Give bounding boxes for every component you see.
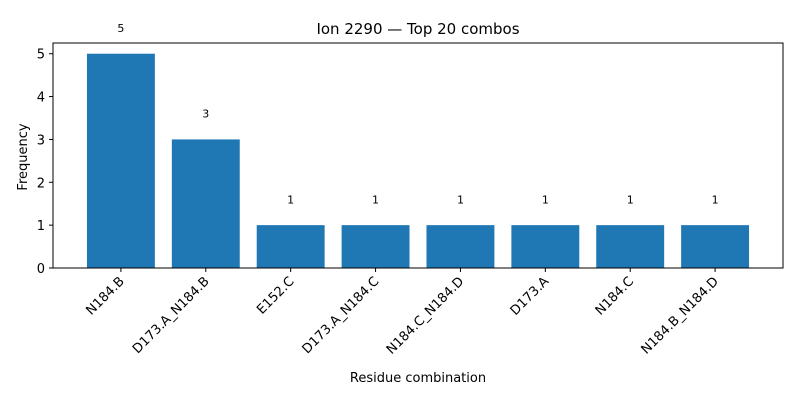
plot-frame [52,42,784,269]
y-axis: 0 1 2 3 4 5 [37,48,53,277]
data-label-5: 1 [542,193,549,206]
y-tick-label-3: 3 [37,133,45,148]
data-label-7: 1 [712,193,719,206]
y-tick-label-2: 2 [37,176,45,191]
bars-layer [86,53,750,268]
data-label-4: 1 [457,193,464,206]
x-axis: N184.B D173.A_N184.B E152.C D173.A_N184.C N1… [83,268,722,358]
y-axis-label: Frequency [16,123,31,190]
data-label-1: 3 [202,108,209,121]
bar-1 [171,139,240,268]
y-tick-label-5: 5 [37,48,45,63]
bar-5 [511,225,580,268]
x-tick-label-0: N184.B [83,274,127,318]
bar-4 [426,225,495,268]
bar-7 [681,225,750,268]
y-tick-label-1: 1 [37,219,45,234]
x-tick-label-5: D173.A [508,274,553,319]
data-labels-layer: 5 3 1 1 1 1 1 1 [117,22,718,206]
y-tick-label-4: 4 [37,91,45,106]
x-axis-label: Residue combination [350,371,486,386]
bar-3 [341,225,410,268]
chart-title: Ion 2290 — Top 20 combos [316,20,519,38]
data-label-6: 1 [627,193,634,206]
x-tick-label-7: N184.B_N184.D [639,274,722,357]
bar-6 [596,225,665,268]
y-tick-label-0: 0 [37,262,45,277]
x-tick-label-2: E152.C [254,274,297,317]
x-tick-label-3: D173.A_N184.C [300,274,383,357]
x-tick-label-4: N184.C_N184.D [384,274,467,357]
plot-spines [52,42,784,269]
bar-2 [256,225,325,268]
x-tick-label-6: N184.C [593,274,637,318]
x-tick-label-1: D173.A_N184.B [130,274,213,357]
data-label-2: 1 [287,193,294,206]
bar-0 [86,53,155,268]
data-label-3: 1 [372,193,379,206]
data-label-0: 5 [117,22,124,35]
